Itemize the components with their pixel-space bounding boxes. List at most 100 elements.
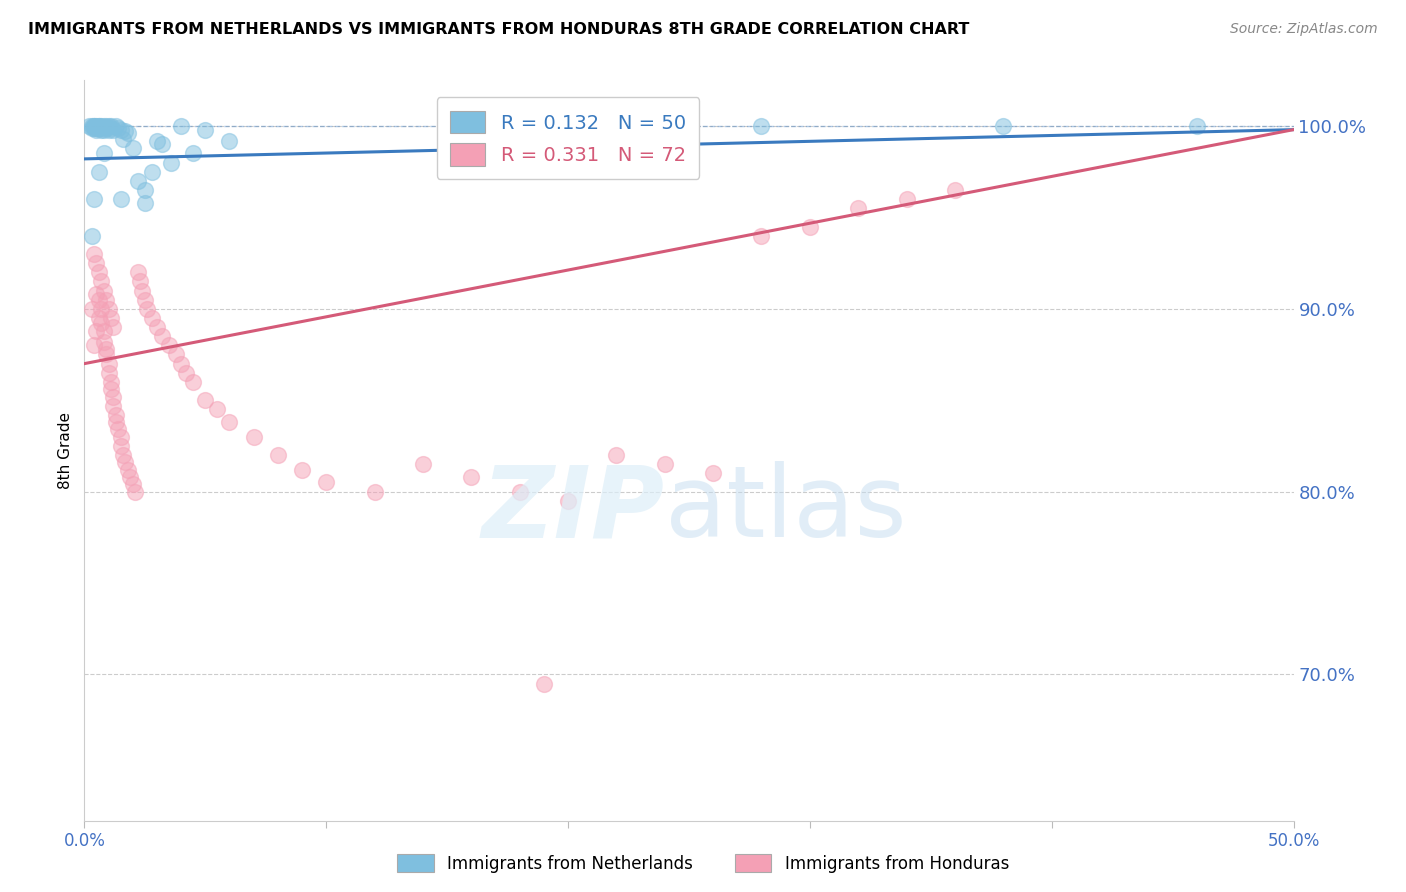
Point [83, 338, 105, 352]
Point [110, 430, 132, 444]
Point [86, 120, 108, 135]
Point [93, 324, 115, 338]
Point [157, 338, 180, 352]
Point [80, 120, 103, 135]
Point [86, 119, 108, 133]
Point [557, 493, 579, 508]
Point [90, 119, 112, 133]
Point [134, 195, 156, 210]
Point [103, 320, 125, 334]
Point [93, 284, 115, 298]
Point [93, 334, 115, 349]
Point [363, 484, 385, 499]
Y-axis label: 8th Grade: 8th Grade [58, 412, 73, 489]
Point [993, 119, 1015, 133]
Point [87, 120, 110, 135]
Point [114, 124, 136, 138]
Text: IMMIGRANTS FROM NETHERLANDS VS IMMIGRANTS FROM HONDURAS 8TH GRADE CORRELATION CH: IMMIGRANTS FROM NETHERLANDS VS IMMIGRANT… [28, 22, 970, 37]
Point [150, 137, 173, 152]
Point [86, 122, 108, 136]
Point [170, 357, 193, 371]
Point [90, 120, 112, 135]
Point [1185, 119, 1208, 133]
Point [86, 287, 108, 301]
Point [94, 293, 117, 307]
Point [87, 293, 110, 307]
Point [90, 274, 112, 288]
Point [100, 119, 122, 133]
Point [94, 342, 117, 356]
Point [93, 122, 115, 136]
Point [181, 375, 204, 389]
Point [110, 122, 132, 136]
Point [460, 470, 482, 484]
Text: atlas: atlas [665, 461, 907, 558]
Point [90, 317, 112, 331]
Point [90, 122, 112, 136]
Legend: R = 0.132   N = 50, R = 0.331   N = 72: R = 0.132 N = 50, R = 0.331 N = 72 [437, 97, 699, 179]
Point [194, 122, 217, 136]
Point [97, 301, 120, 316]
Point [267, 448, 290, 462]
Point [702, 467, 724, 481]
Point [146, 320, 169, 334]
Point [181, 146, 204, 161]
Point [103, 399, 125, 413]
Point [509, 484, 531, 499]
Point [87, 119, 110, 133]
Point [100, 375, 122, 389]
Point [80, 301, 103, 316]
Point [100, 120, 122, 135]
Point [87, 164, 110, 178]
Point [654, 457, 676, 471]
Point [242, 430, 264, 444]
Point [943, 183, 966, 197]
Point [83, 119, 105, 133]
Point [87, 310, 110, 325]
Point [97, 122, 120, 136]
Point [150, 329, 173, 343]
Point [146, 134, 169, 148]
Point [129, 274, 152, 288]
Point [110, 192, 132, 206]
Point [83, 119, 105, 133]
Point [86, 324, 108, 338]
Point [97, 119, 120, 133]
Point [107, 120, 129, 135]
Point [218, 134, 240, 148]
Point [83, 247, 105, 261]
Point [751, 228, 773, 243]
Point [104, 408, 127, 422]
Point [141, 164, 163, 178]
Point [533, 676, 555, 690]
Point [94, 347, 117, 361]
Point [80, 228, 103, 243]
Point [751, 119, 773, 133]
Point [117, 126, 139, 140]
Point [103, 122, 125, 136]
Point [90, 301, 112, 316]
Point [207, 402, 229, 417]
Point [87, 265, 110, 279]
Point [121, 141, 143, 155]
Point [134, 183, 156, 197]
Point [605, 448, 627, 462]
Point [100, 310, 122, 325]
Point [315, 475, 337, 490]
Point [107, 422, 129, 436]
Point [291, 463, 314, 477]
Point [194, 393, 217, 408]
Point [124, 484, 146, 499]
Point [86, 256, 108, 270]
Point [114, 455, 136, 469]
Point [112, 448, 135, 462]
Point [110, 439, 132, 453]
Text: ZIP: ZIP [482, 461, 665, 558]
Point [134, 293, 156, 307]
Point [97, 366, 120, 380]
Point [174, 366, 197, 380]
Point [104, 415, 127, 429]
Point [127, 265, 149, 279]
Point [127, 174, 149, 188]
Point [846, 201, 869, 215]
